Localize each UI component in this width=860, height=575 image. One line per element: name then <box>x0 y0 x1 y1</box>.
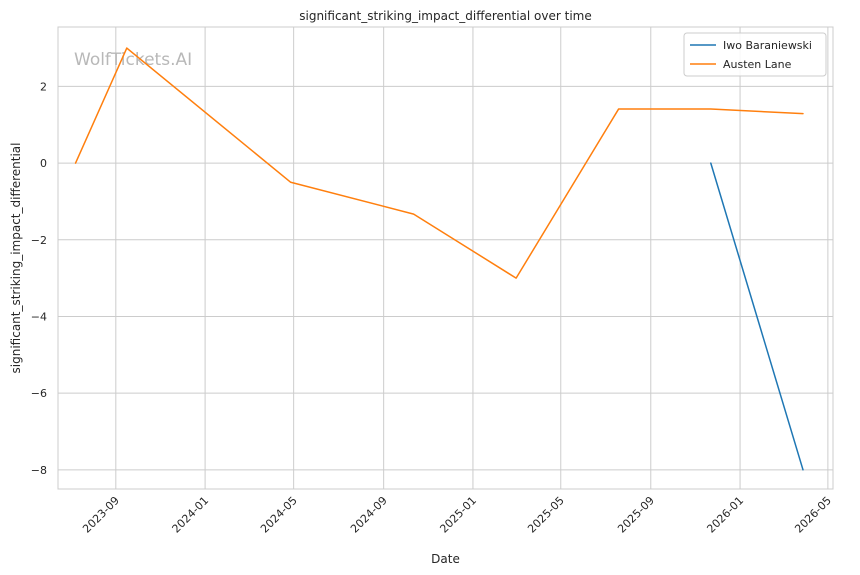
x-tick-label: 2026-05 <box>792 494 834 536</box>
x-tick-label: 2024-01 <box>170 494 212 536</box>
series-line-0 <box>710 162 804 471</box>
y-tick-label: 2 <box>40 80 47 93</box>
x-axis-ticks: 2023-09 2024-01 2024-05 2024-09 2025-01 2025-… <box>80 494 834 536</box>
plot-frame <box>57 26 834 490</box>
legend: Iwo Baraniewski Austen Lane <box>683 32 827 77</box>
y-axis-label: significant_striking_impact_differential <box>9 143 23 374</box>
x-tick-label: 2026-01 <box>704 494 746 536</box>
x-axis-label: Date <box>431 552 460 566</box>
y-tick-label: −8 <box>31 464 47 477</box>
plot-area <box>58 27 833 489</box>
y-tick-label: 0 <box>40 157 47 170</box>
chart-title: significant_striking_impact_differential… <box>299 9 591 23</box>
y-tick-label: −6 <box>31 387 47 400</box>
watermark-text: WolfTickets.AI <box>74 50 192 70</box>
legend-label: Iwo Baraniewski <box>723 39 812 52</box>
legend-box <box>683 32 827 77</box>
x-tick-label: 2025-09 <box>615 494 657 536</box>
x-tick-label: 2023-09 <box>80 494 122 536</box>
y-tick-label: −2 <box>31 234 47 247</box>
y-axis-ticks: 2 0 −2 −4 −6 −8 <box>31 80 47 476</box>
y-tick-label: −4 <box>31 310 47 323</box>
x-tick-label: 2025-05 <box>525 494 567 536</box>
x-tick-label: 2024-09 <box>348 494 390 536</box>
legend-label: Austen Lane <box>723 58 792 71</box>
gridlines <box>58 27 833 489</box>
series-line-1 <box>74 47 804 279</box>
x-tick-label: 2024-05 <box>258 494 300 536</box>
x-tick-label: 2025-01 <box>437 494 479 536</box>
series-lines <box>74 47 804 471</box>
